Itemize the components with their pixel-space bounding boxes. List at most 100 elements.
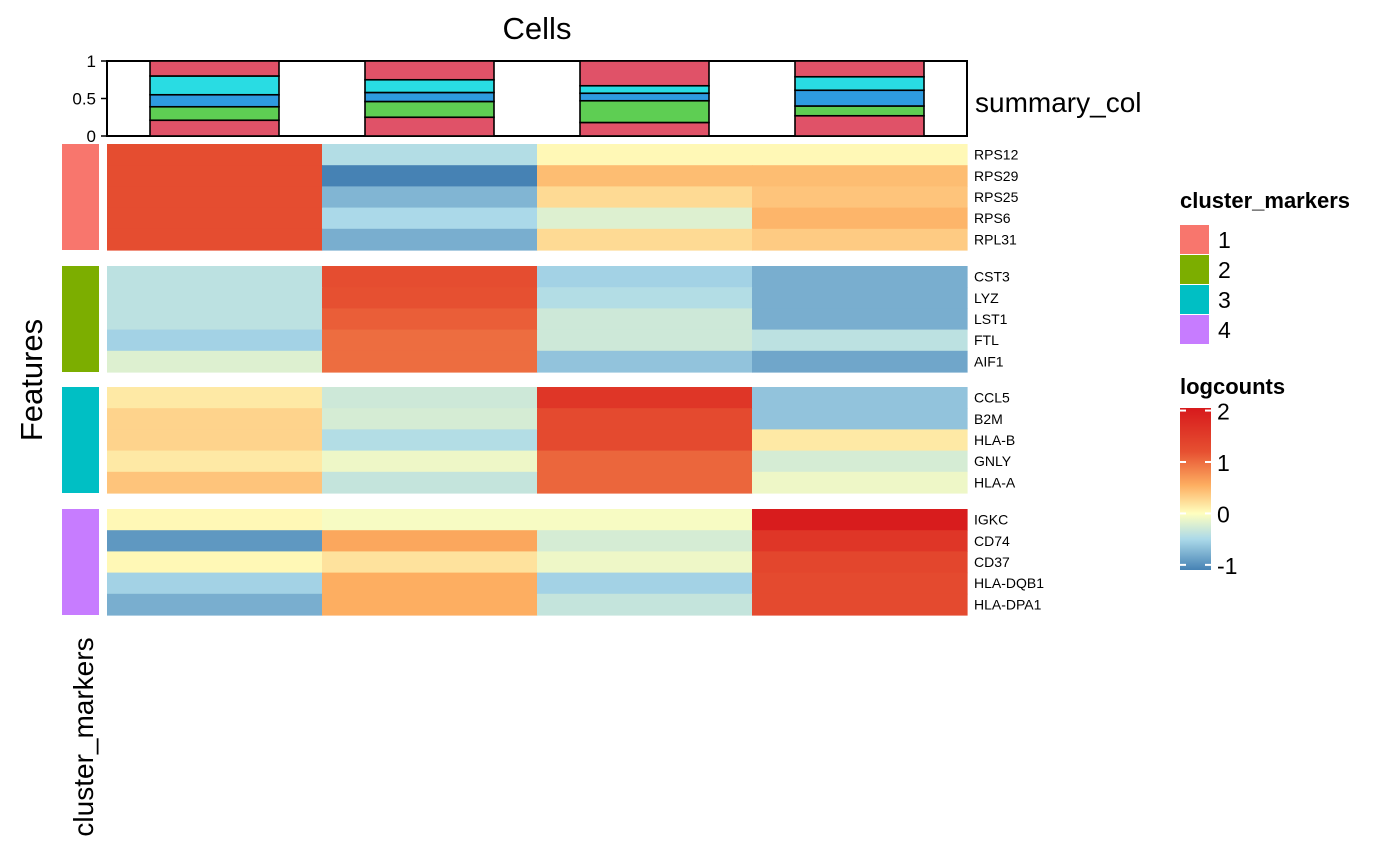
summary-bar-segment: [794, 60, 925, 78]
heatmap-cell: [107, 287, 323, 309]
heatmap-cell: [107, 207, 323, 230]
cluster-legend-label: 2: [1218, 257, 1231, 283]
heatmap-cell: [322, 165, 538, 187]
cluster-annotation-bar: [62, 509, 99, 615]
heatmap-cell: [537, 408, 753, 430]
row-label: RPS12: [974, 147, 1019, 163]
heatmap-cell: [107, 408, 323, 430]
heatmap-cell: [752, 329, 968, 352]
cluster-legend-title: cluster_markers: [1180, 188, 1350, 213]
heatmap-cell: [752, 408, 968, 430]
heatmap-cell: [752, 165, 968, 187]
heatmap-cell: [537, 329, 753, 352]
heatmap-cell: [752, 350, 968, 373]
row-label: GNLY: [974, 453, 1012, 469]
summary-bar-segment: [794, 105, 925, 117]
heatmap-cell: [752, 228, 968, 251]
cluster-legend-swatch: [1180, 255, 1209, 284]
heatmap-cell: [322, 287, 538, 309]
cluster-annotation-bar: [62, 266, 99, 372]
heatmap-cell: [322, 593, 538, 616]
summary-bar-segment: [579, 121, 710, 137]
heatmap-cell: [537, 530, 753, 552]
heatmap-cell: [322, 530, 538, 552]
heatmap-cell: [752, 572, 968, 595]
heatmap-cell: [322, 228, 538, 251]
heatmap-cell: [752, 530, 968, 552]
summary-bar-segment: [579, 92, 710, 102]
cluster-markers-legend: cluster_markers 1 2 3 4: [1180, 188, 1350, 344]
heatmap-cell: [322, 144, 538, 166]
heatmap-cell: [537, 287, 753, 309]
heatmap-cell: [107, 308, 323, 331]
logcounts-legend: logcounts 2 1 0 -1: [1180, 374, 1285, 579]
heatmap-cell: [752, 450, 968, 473]
summary-bar-segment: [149, 60, 280, 77]
row-label: CCL5: [974, 390, 1010, 406]
heatmap-cells: [107, 144, 968, 616]
heatmap-cell: [752, 387, 968, 409]
heatmap-cell: [107, 186, 323, 209]
row-label: CST3: [974, 269, 1010, 285]
heatmap-cell: [107, 165, 323, 187]
summary-bar-segment: [579, 84, 710, 95]
row-annotation-bars: [62, 144, 99, 615]
summary-axis-tick-label: 1: [87, 52, 96, 71]
heatmap-cell: [107, 429, 323, 452]
row-annotation-label: cluster_markers: [68, 637, 99, 836]
heatmap-cell: [107, 551, 323, 574]
heatmap-cell: [322, 186, 538, 209]
cluster-legend-label: 3: [1218, 287, 1231, 313]
logcounts-colorbar: [1180, 408, 1211, 570]
heatmap-cell: [107, 350, 323, 373]
heatmap-cell: [537, 387, 753, 409]
heatmap-cell: [537, 144, 753, 166]
heatmap-cell: [537, 266, 753, 288]
heatmap-cell: [537, 429, 753, 452]
heatmap-cell: [752, 186, 968, 209]
heatmap-cell: [322, 408, 538, 430]
summary-bar-segment: [149, 119, 280, 137]
heatmap-cell: [322, 266, 538, 288]
heatmap-cell: [322, 572, 538, 595]
heatmap-cell: [107, 593, 323, 616]
summary-bar-segment: [579, 99, 710, 124]
row-label: HLA-B: [974, 432, 1015, 448]
heatmap-cell: [322, 329, 538, 352]
summary-bar-segment: [149, 75, 280, 96]
heatmap-cell: [107, 572, 323, 595]
heatmap-cell: [537, 509, 753, 531]
heatmap-cell: [107, 144, 323, 166]
cluster-annotation-bar: [62, 387, 99, 493]
summary-annotation-label: summary_col: [975, 87, 1141, 118]
cluster-annotation-bar: [62, 144, 99, 250]
row-labels: RPS12 RPS29 RPS25 RPS6 RPL31 CST3 LYZ LST1 FTL AI…: [974, 147, 1044, 613]
cluster-legend-label: 1: [1218, 227, 1231, 253]
heatmap-cell: [752, 144, 968, 166]
summary-bar-segment: [794, 114, 925, 137]
row-label: IGKC: [974, 512, 1008, 528]
y-axis-label: Features: [14, 319, 49, 441]
heatmap-cell: [107, 387, 323, 409]
row-label: CD37: [974, 554, 1010, 570]
summary-annotation: 00.51: [72, 52, 968, 146]
heatmap-cell: [322, 509, 538, 531]
colorbar-tick-label: -1: [1217, 553, 1237, 579]
heatmap-cell: [537, 207, 753, 230]
heatmap-cell: [752, 207, 968, 230]
heatmap-cell: [107, 530, 323, 552]
heatmap-cell: [537, 450, 753, 473]
heatmap-cell: [107, 471, 323, 494]
heatmap-cell: [537, 572, 753, 595]
colorbar-tick-label: 0: [1217, 501, 1230, 527]
summary-bar-segment: [149, 93, 280, 108]
summary-bar-segment: [364, 60, 495, 81]
heatmap-cell: [107, 266, 323, 288]
summary-bar-segment: [794, 75, 925, 92]
summary-bar-segment: [579, 60, 710, 87]
heatmap-cell: [752, 308, 968, 331]
heatmap-cell: [322, 308, 538, 331]
row-label: FTL: [974, 332, 999, 348]
heatmap-cell: [322, 450, 538, 473]
heatmap-cell: [537, 228, 753, 251]
